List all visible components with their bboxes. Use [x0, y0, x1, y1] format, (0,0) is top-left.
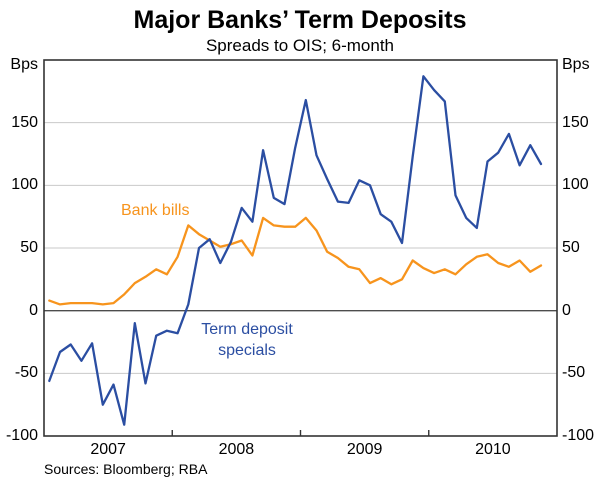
y-tick-label-left: -100 [5, 427, 38, 444]
x-tick-label-year: 2009 [346, 441, 383, 458]
series-line-term-deposit-specials [48, 75, 543, 426]
y-tick-label-left: 0 [29, 301, 38, 319]
series-label-bank-bills: Bank bills [121, 202, 190, 219]
series-label-term-deposit-line1: Term deposit [201, 321, 293, 338]
y-tick-label-left: 150 [11, 113, 38, 131]
y-tick-label-left: 100 [11, 176, 38, 194]
x-tick-label-year: 2008 [218, 441, 255, 458]
y-tick-label-right: 0 [562, 301, 571, 319]
series-label-term-deposit-line2: specials [218, 342, 276, 359]
chart-subtitle: Spreads to OIS; 6-month [205, 36, 395, 55]
y-tick-label-left: -50 [14, 364, 38, 382]
series-label-term-deposit-specials: Term deposit specials [182, 319, 312, 361]
y-axis-unit-right: Bps [562, 56, 590, 73]
y-tick-label-right: 50 [562, 239, 580, 256]
y-tick-label-right: -100 [562, 427, 595, 444]
series-line-bank-bills [48, 216, 543, 306]
source-note: Sources: Bloomberg; RBA [44, 461, 208, 477]
y-tick-label-right: 150 [562, 113, 589, 131]
chart-title: Major Banks’ Term Deposits [133, 6, 467, 34]
x-tick-label-year: 2007 [90, 441, 126, 458]
y-tick-label-left: 50 [20, 239, 38, 256]
y-tick-label-right: -50 [562, 364, 586, 382]
y-tick-label-right: 100 [562, 176, 589, 194]
x-tick-label-year: 2010 [475, 441, 511, 458]
y-axis-unit-left: Bps [10, 56, 38, 73]
